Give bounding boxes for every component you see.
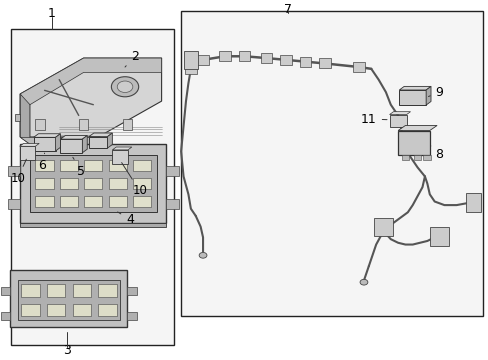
Bar: [11, 30, 173, 345]
Polygon shape: [35, 119, 44, 130]
Polygon shape: [425, 86, 430, 105]
Polygon shape: [20, 94, 30, 144]
Polygon shape: [107, 133, 112, 148]
Bar: [423, 155, 430, 160]
Bar: [21, 284, 40, 297]
Bar: [72, 284, 91, 297]
Bar: [197, 55, 208, 65]
Bar: [166, 199, 178, 209]
Bar: [166, 166, 178, 176]
Bar: [84, 178, 102, 189]
Polygon shape: [399, 86, 430, 90]
Bar: [60, 160, 78, 171]
Polygon shape: [15, 114, 20, 121]
Bar: [108, 178, 126, 189]
Bar: [84, 196, 102, 207]
Bar: [72, 303, 91, 316]
Bar: [0, 287, 10, 295]
Polygon shape: [89, 133, 112, 136]
Text: 7: 7: [284, 3, 292, 16]
Bar: [35, 196, 54, 207]
Bar: [373, 218, 392, 235]
Bar: [60, 178, 78, 189]
Bar: [127, 287, 137, 295]
Bar: [18, 280, 120, 320]
Bar: [352, 62, 364, 72]
Text: 11: 11: [360, 113, 386, 126]
Bar: [20, 144, 166, 223]
Polygon shape: [56, 134, 61, 151]
Bar: [413, 155, 420, 160]
Bar: [260, 53, 272, 63]
Bar: [20, 223, 166, 227]
Bar: [98, 303, 116, 316]
Circle shape: [111, 77, 139, 97]
Bar: [127, 312, 137, 320]
Circle shape: [199, 252, 206, 258]
Bar: [108, 160, 126, 171]
Bar: [238, 51, 250, 61]
Circle shape: [117, 81, 133, 93]
Text: 10: 10: [10, 159, 26, 185]
Bar: [35, 178, 54, 189]
Polygon shape: [61, 135, 87, 139]
Text: 5: 5: [73, 157, 85, 177]
Polygon shape: [82, 135, 87, 153]
Text: 4: 4: [118, 212, 134, 226]
Bar: [299, 57, 311, 67]
Text: 3: 3: [62, 344, 70, 357]
Bar: [280, 55, 291, 65]
Bar: [8, 166, 20, 176]
Text: 6: 6: [38, 153, 46, 172]
Bar: [401, 155, 408, 160]
Polygon shape: [79, 119, 88, 130]
Text: 8: 8: [430, 146, 443, 161]
Bar: [133, 196, 151, 207]
Text: 9: 9: [427, 86, 443, 99]
Bar: [397, 131, 429, 155]
Polygon shape: [20, 58, 161, 137]
Bar: [389, 114, 406, 127]
Bar: [21, 303, 40, 316]
Bar: [61, 139, 82, 153]
Polygon shape: [389, 112, 410, 114]
Bar: [399, 90, 425, 105]
Bar: [112, 150, 128, 163]
Bar: [133, 160, 151, 171]
Bar: [183, 51, 198, 69]
Bar: [466, 193, 480, 212]
Bar: [60, 196, 78, 207]
Bar: [98, 284, 116, 297]
Text: 10: 10: [122, 163, 147, 197]
Bar: [108, 196, 126, 207]
Bar: [35, 160, 54, 171]
Bar: [20, 146, 35, 160]
Polygon shape: [397, 126, 436, 131]
Circle shape: [359, 279, 367, 285]
Bar: [10, 270, 127, 327]
Bar: [319, 58, 330, 68]
Polygon shape: [34, 134, 61, 137]
Bar: [34, 137, 56, 151]
Bar: [84, 160, 102, 171]
Polygon shape: [122, 119, 132, 130]
Bar: [0, 312, 10, 320]
Bar: [89, 136, 107, 148]
Polygon shape: [20, 143, 39, 146]
Bar: [219, 51, 230, 61]
Polygon shape: [20, 58, 161, 105]
Polygon shape: [112, 147, 132, 150]
Polygon shape: [20, 137, 98, 144]
Bar: [429, 226, 448, 246]
Bar: [47, 284, 65, 297]
Bar: [47, 303, 65, 316]
Bar: [181, 12, 483, 316]
Bar: [133, 178, 151, 189]
Bar: [8, 199, 20, 209]
Bar: [30, 155, 157, 212]
Bar: [184, 64, 196, 74]
Text: 1: 1: [48, 7, 56, 20]
Text: 2: 2: [125, 50, 139, 67]
